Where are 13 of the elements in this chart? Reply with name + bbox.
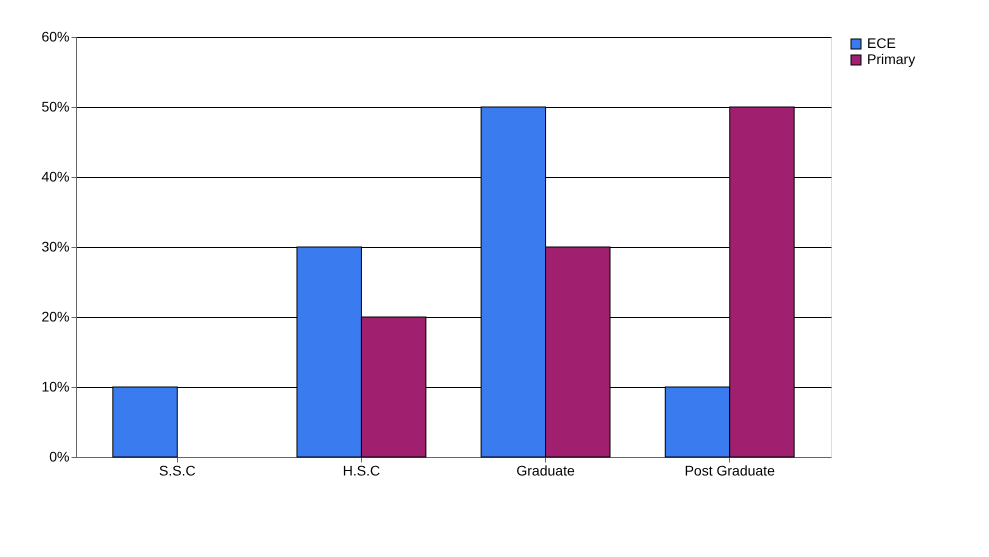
y-tick-label: 30% (41, 238, 70, 254)
legend-label: ECE (867, 35, 896, 51)
x-tick-label: Post Graduate (684, 462, 776, 478)
legend-label: Primary (867, 51, 916, 67)
x-tick-label: Graduate (516, 462, 575, 478)
y-tick-label: 50% (41, 98, 70, 114)
y-tick-label: 60% (41, 28, 70, 44)
y-tick-label: 10% (41, 378, 70, 394)
y-tick-label: 20% (41, 308, 70, 324)
y-tick-label: 40% (41, 168, 70, 184)
x-tick-label: S.S.C (158, 462, 196, 478)
y-tick-label: 0% (49, 448, 70, 464)
x-tick-label: H.S.C (342, 462, 380, 478)
